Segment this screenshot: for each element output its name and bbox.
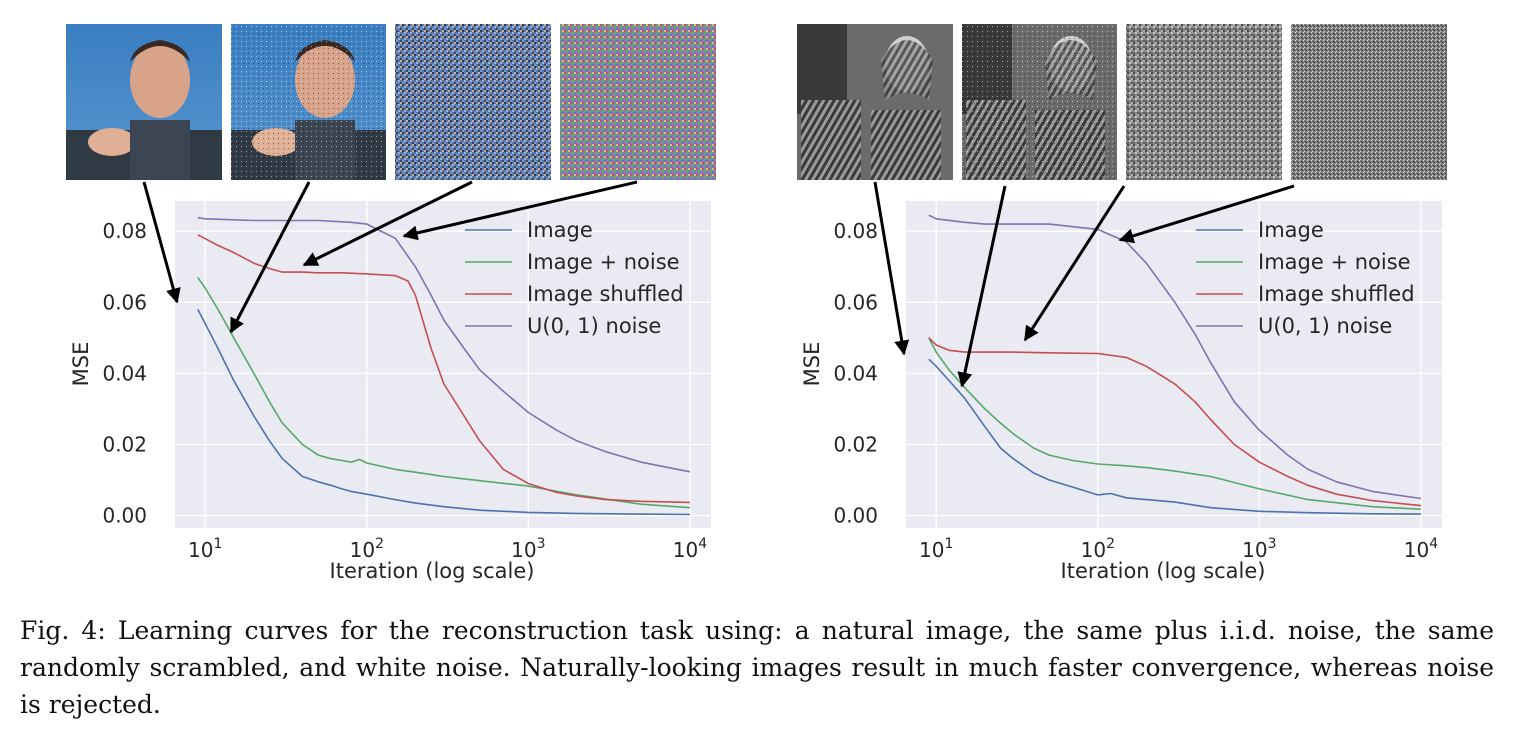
legend-label-image: Image	[1258, 218, 1324, 242]
y-tick-label: 0.06	[833, 290, 878, 314]
x-tick-label: 102	[350, 536, 384, 562]
legend-label-image-noise: Image + noise	[1258, 250, 1411, 274]
thumbnail-uniform-noise	[560, 24, 716, 180]
plot-area	[906, 201, 1442, 528]
legend-label-uniform-noise: U(0, 1) noise	[1258, 314, 1392, 338]
thumbnail-uniform-noise	[1291, 24, 1447, 180]
arrows	[873, 181, 1295, 388]
arrow-uniform-noise	[402, 180, 638, 241]
series-line-3	[197, 216, 691, 473]
data-curves	[928, 214, 1422, 515]
x-axis-ticks: 101 102 103 104	[919, 536, 1438, 562]
x-tick-label: 103	[1242, 536, 1276, 562]
y-tick-label: 0.06	[102, 290, 147, 314]
arrows	[142, 180, 638, 334]
series-line-0	[928, 358, 1421, 515]
y-tick-label: 0.00	[833, 504, 878, 528]
series-line-1	[197, 276, 690, 509]
series-line-2	[197, 234, 690, 504]
x-tick-label: 102	[1081, 536, 1115, 562]
y-axis-label: MSE	[800, 342, 824, 387]
thumbnail-image-noise	[962, 24, 1117, 180]
caption-label: Fig. 4:	[20, 616, 106, 645]
arrow-image-shuffled	[302, 180, 473, 267]
y-tick-label: 0.00	[102, 504, 147, 528]
legend-label-image-noise: Image + noise	[527, 250, 680, 274]
x-tick-label: 104	[673, 536, 707, 562]
x-tick-label: 103	[511, 536, 545, 562]
y-tick-label: 0.02	[833, 432, 878, 456]
thumbnail-image	[66, 24, 222, 180]
plot-area	[175, 201, 711, 528]
y-tick-label: 0.02	[102, 432, 147, 456]
arrow-image-shuffled	[1023, 185, 1126, 342]
left-figure-panel: 0.00 0.02 0.04 0.06 0.08 101 102 103 104 Iterat…	[0, 0, 760, 600]
thumbnail-image	[797, 24, 953, 180]
legend-label-image-shuffled: Image shuffled	[1258, 282, 1415, 306]
x-axis-ticks: 101 102 103 104	[188, 536, 707, 562]
grid-lines	[175, 201, 711, 528]
x-tick-label: 104	[1404, 536, 1438, 562]
series-line-3	[928, 214, 1422, 500]
figure-caption: Fig. 4: Learning curves for the reconstr…	[20, 612, 1494, 723]
caption-text: Learning curves for the reconstruction t…	[20, 616, 1494, 719]
y-tick-label: 0.08	[102, 219, 147, 243]
series-line-1	[928, 337, 1421, 510]
left-figure-svg: 0.00 0.02 0.04 0.06 0.08 101 102 103 104 Iterat…	[66, 24, 716, 583]
x-axis-label: Iteration (log scale)	[330, 559, 535, 583]
thumbnail-image-noise	[231, 24, 386, 180]
thumbnail-image-shuffled	[395, 24, 551, 180]
right-figure-panel: 0.00 0.02 0.04 0.06 0.08 101 102 103 104 Iterat…	[731, 0, 1491, 600]
x-tick-label: 101	[919, 536, 953, 562]
y-tick-label: 0.04	[833, 361, 878, 385]
legend-label-uniform-noise: U(0, 1) noise	[527, 314, 661, 338]
y-axis-ticks: 0.00 0.02 0.04 0.06 0.08	[833, 219, 878, 527]
arrow-image-noise	[957, 185, 1007, 388]
y-axis-ticks: 0.00 0.02 0.04 0.06 0.08	[102, 219, 147, 527]
y-tick-label: 0.08	[833, 219, 878, 243]
legend-label-image: Image	[527, 218, 593, 242]
series-line-0	[197, 309, 690, 516]
arrow-uniform-noise	[1118, 184, 1295, 244]
right-figure-svg: 0.00 0.02 0.04 0.06 0.08 101 102 103 104 Iterat…	[797, 24, 1447, 583]
x-tick-label: 101	[188, 536, 222, 562]
legend: Image Image + noise Image shuffled U(0, …	[1196, 218, 1415, 338]
thumbnail-image-shuffled	[1126, 24, 1282, 180]
arrow-image-noise	[229, 181, 311, 334]
arrow-image	[873, 181, 910, 356]
x-axis-label: Iteration (log scale)	[1061, 559, 1266, 583]
legend-label-image-shuffled: Image shuffled	[527, 282, 684, 306]
y-tick-label: 0.04	[102, 361, 147, 385]
y-axis-label: MSE	[69, 342, 93, 387]
legend: Image Image + noise Image shuffled U(0, …	[465, 218, 684, 338]
arrow-image	[142, 181, 181, 304]
data-curves	[197, 216, 691, 516]
